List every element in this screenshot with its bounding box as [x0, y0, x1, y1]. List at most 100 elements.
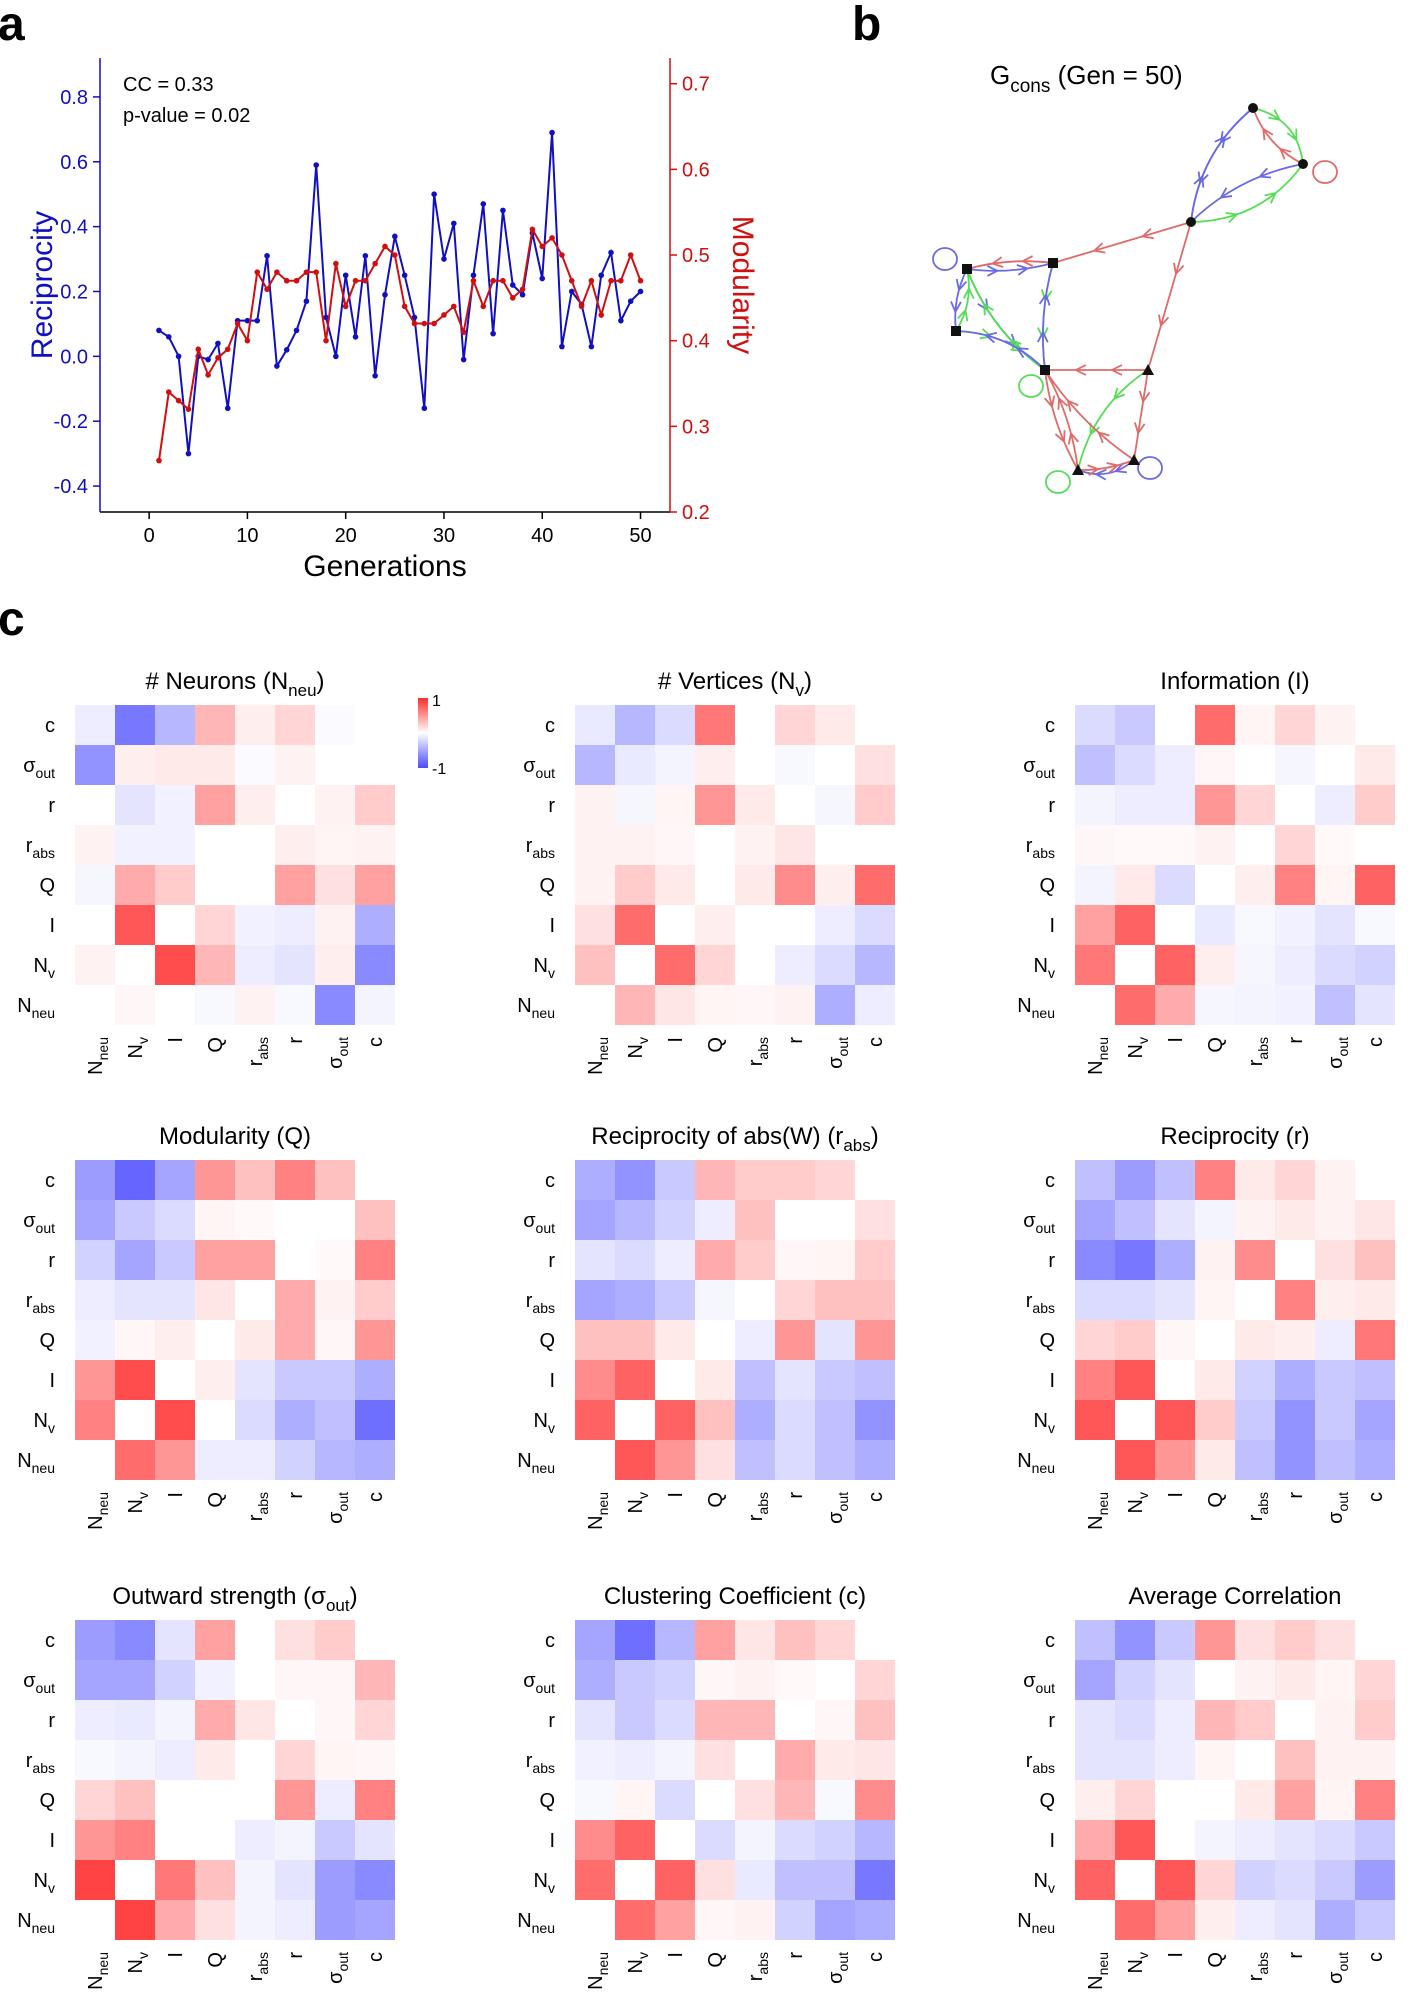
row-label: σout [1023, 1670, 1055, 1696]
right-tick-label: 0.7 [682, 74, 710, 96]
heatmap-cell [1315, 905, 1355, 945]
col-label: rabs [245, 1952, 271, 1981]
reciprocity-point [165, 334, 172, 340]
col-label: Nneu [1085, 1492, 1111, 1530]
heatmap-cell [315, 1160, 355, 1200]
heatmap-cell [1195, 1740, 1235, 1780]
heatmap-cell [355, 1160, 395, 1200]
reciprocity-point [431, 191, 437, 197]
col-label: σout [325, 1952, 351, 1984]
heatmap-cell [1115, 865, 1155, 905]
heatmap-cell [1355, 745, 1395, 785]
heatmap-cell [115, 1900, 155, 1940]
heatmap-cell [775, 1280, 815, 1320]
heatmap-cell [275, 1320, 315, 1360]
heatmap-cell [695, 1200, 735, 1240]
heatmap-cell [275, 1400, 315, 1440]
heatmap-cell [1155, 705, 1195, 745]
heatmap-cell [1115, 785, 1155, 825]
modularity-point [608, 277, 614, 284]
col-label: σout [325, 1492, 351, 1524]
col-label: r [785, 1952, 807, 1959]
heatmap-cell [775, 1240, 815, 1280]
reciprocity-point [480, 201, 487, 207]
network-edge [1190, 107, 1254, 223]
edge-arrowhead [1278, 147, 1292, 160]
heatmap-cell [195, 1200, 235, 1240]
row-label: Nv [534, 1870, 555, 1896]
heatmap-cell [655, 1160, 695, 1200]
heatmap-cell [195, 1240, 235, 1280]
network-edge [1044, 369, 1135, 461]
row-label: I [49, 1830, 55, 1852]
heatmap-cell [815, 1860, 855, 1900]
row-label: r [1048, 1250, 1055, 1272]
heatmap-title: Information (I) [1160, 668, 1309, 695]
reciprocity-point [627, 298, 634, 305]
heatmap-cell [655, 1860, 695, 1900]
self-loop-edge [1045, 470, 1071, 494]
edge-arrowhead [1286, 128, 1298, 142]
heatmap-cell [735, 785, 775, 825]
col-label: rabs [1245, 1037, 1271, 1066]
heatmap-cell [695, 1440, 735, 1480]
heatmap-cell [1155, 865, 1195, 905]
row-label: Nv [1034, 1410, 1055, 1436]
heatmap-cell [655, 1820, 695, 1860]
network-edge [1190, 107, 1254, 223]
heatmap-cell [1235, 745, 1275, 785]
heatmap-cell [155, 865, 195, 905]
heatmap-cell [355, 1320, 395, 1360]
heatmap-cell [695, 1280, 735, 1320]
row-label: c [1045, 1630, 1055, 1652]
heatmap-cell [275, 1240, 315, 1280]
heatmap-cell [1195, 1660, 1235, 1700]
heatmap-title: Reciprocity of abs(W) (rabs) [591, 1123, 878, 1155]
modularity-point [205, 372, 211, 378]
heatmap-cell [575, 1440, 615, 1480]
edge-arrowhead [957, 308, 969, 322]
heatmap-cell [1235, 1320, 1275, 1360]
heatmap-cell [1075, 825, 1115, 865]
heatmap-cell [655, 1360, 695, 1400]
heatmap-cell [815, 1400, 855, 1440]
heatmap-cell [195, 1740, 235, 1780]
heatmap-cell [1235, 985, 1275, 1025]
panel-letter-b: b [852, 0, 881, 51]
heatmap-cell [155, 1860, 195, 1900]
col-label: Nneu [585, 1492, 611, 1530]
heatmap-cell [1355, 1660, 1395, 1700]
col-label: Q [1205, 1952, 1227, 1968]
heatmap-cell [155, 1320, 195, 1360]
heatmap-cell [1195, 905, 1235, 945]
heatmap-cell [1235, 1400, 1275, 1440]
heatmap-cell [1275, 865, 1315, 905]
modularity-point [637, 277, 644, 284]
heatmap-cell [1235, 945, 1275, 985]
heatmap-cell [355, 1360, 395, 1400]
heatmap-cell [155, 985, 195, 1025]
heatmap-cell [855, 1320, 895, 1360]
heatmap-cell [75, 1160, 115, 1200]
heatmap-cell [695, 1400, 735, 1440]
heatmap-cell [195, 1280, 235, 1320]
heatmap-cell [195, 1160, 235, 1200]
heatmap-cell [1155, 825, 1195, 865]
heatmap-cell [1275, 825, 1315, 865]
heatmap-cell [315, 1780, 355, 1820]
heatmap-cell [615, 1780, 655, 1820]
row-label: σout [523, 1670, 555, 1696]
heatmap-cell [275, 1280, 315, 1320]
heatmap-cell [1195, 825, 1235, 865]
edge-arrowhead [1219, 187, 1233, 199]
heatmap-cell [235, 1280, 275, 1320]
heatmap-cell [155, 1900, 195, 1940]
heatmap-cell [1195, 1440, 1235, 1480]
reciprocity-point [608, 249, 614, 256]
modularity-point [392, 252, 398, 258]
heatmap-cell [855, 1440, 895, 1480]
heatmap-cell [1155, 1200, 1195, 1240]
heatmap-cell [75, 905, 115, 945]
